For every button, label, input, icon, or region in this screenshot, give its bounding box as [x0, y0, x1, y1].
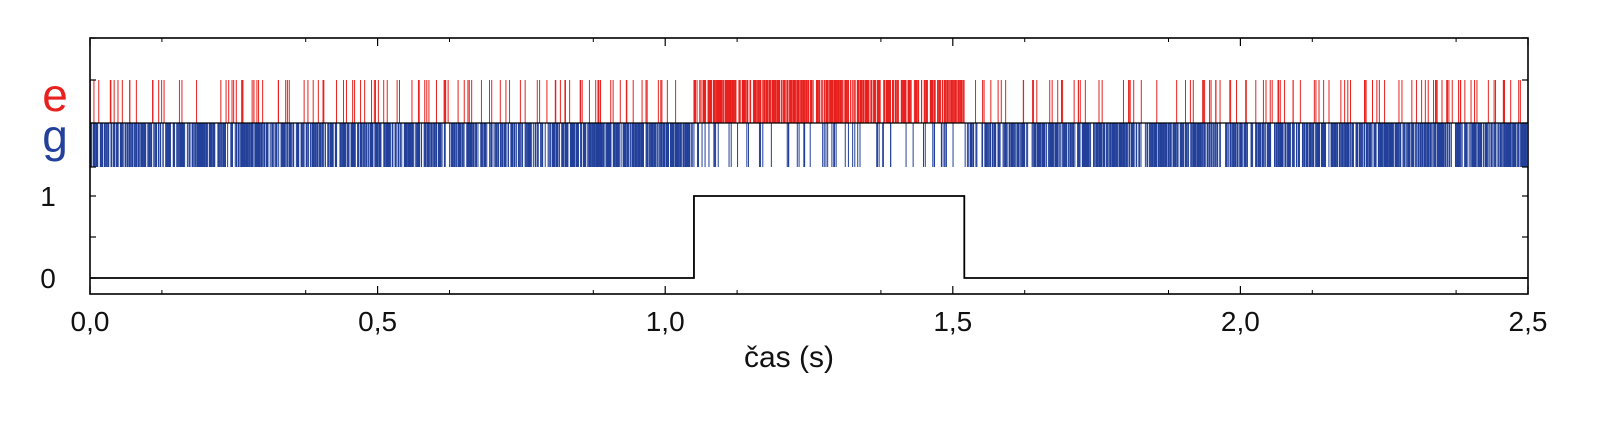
- series-e-raster: [89, 80, 1521, 123]
- x-tick-label: 0,5: [358, 306, 397, 337]
- row-label-e: e: [42, 69, 68, 121]
- series-stimulus: [90, 195, 1528, 279]
- x-tick-label: 1,5: [933, 306, 972, 337]
- plot-frame: [89, 37, 1529, 295]
- x-axis-title: čas (s): [744, 341, 834, 374]
- axis-labels: 0,0 0,5 1,0 1,5 2,0 2,5 0 1 čas (s) eg: [40, 69, 1547, 374]
- x-tick-label: 0,0: [71, 306, 110, 337]
- y-tick-label: 1: [40, 181, 56, 212]
- row-label-g: g: [42, 110, 68, 162]
- x-tick-label: 2,5: [1509, 306, 1548, 337]
- axis-ticks: [89, 37, 1529, 294]
- x-tick-label: 2,0: [1221, 306, 1260, 337]
- x-tick-label: 1,0: [646, 306, 685, 337]
- series-g-raster: [89, 123, 1529, 167]
- y-tick-label: 0: [40, 263, 56, 294]
- stimulus-step-line: [90, 195, 1528, 279]
- plot-border: [89, 37, 1529, 295]
